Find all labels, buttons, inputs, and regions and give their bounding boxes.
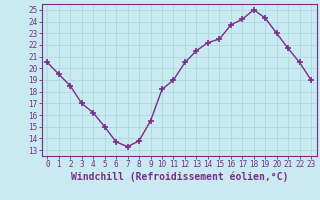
X-axis label: Windchill (Refroidissement éolien,°C): Windchill (Refroidissement éolien,°C) (70, 172, 288, 182)
